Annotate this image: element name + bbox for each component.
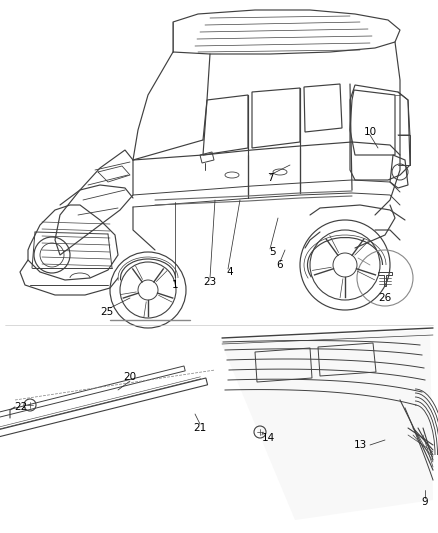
Text: 5: 5 xyxy=(268,247,276,257)
Text: 26: 26 xyxy=(378,293,392,303)
Text: 6: 6 xyxy=(277,260,283,270)
Text: 25: 25 xyxy=(100,307,113,317)
Text: 21: 21 xyxy=(193,423,207,433)
Text: 10: 10 xyxy=(364,127,377,137)
Text: 23: 23 xyxy=(203,277,217,287)
Text: 22: 22 xyxy=(14,402,27,412)
Text: 7: 7 xyxy=(267,173,273,183)
Text: 4: 4 xyxy=(227,267,233,277)
Text: 14: 14 xyxy=(261,433,275,443)
Polygon shape xyxy=(220,330,433,520)
Text: 1: 1 xyxy=(172,280,178,290)
Text: 20: 20 xyxy=(124,372,137,382)
Text: 13: 13 xyxy=(353,440,367,450)
Text: 9: 9 xyxy=(422,497,428,507)
